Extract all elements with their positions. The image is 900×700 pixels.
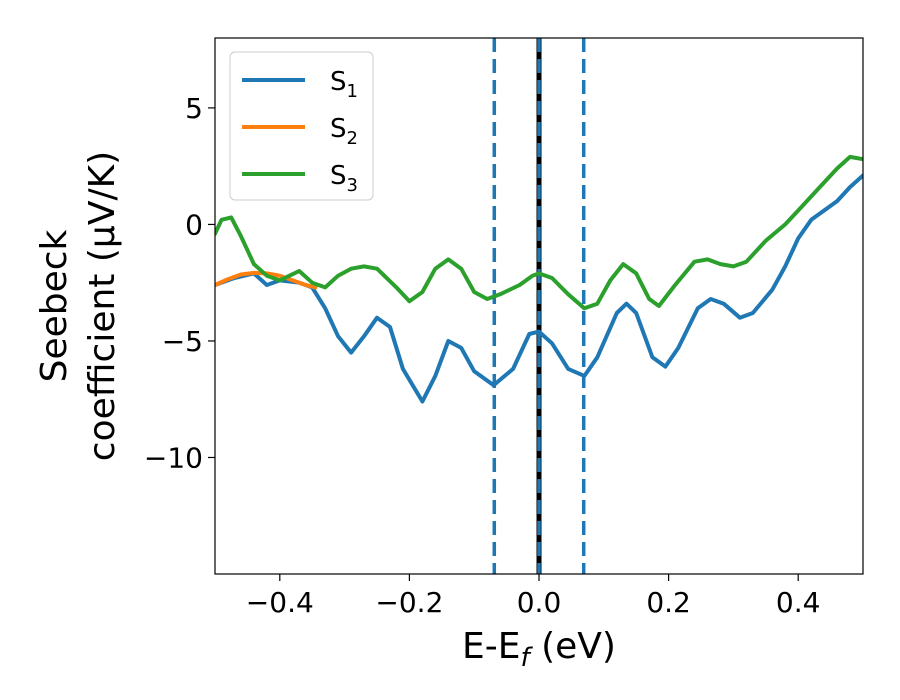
y-tick-label: 0 [185, 208, 203, 241]
x-tick-label: −0.4 [246, 586, 314, 619]
y-tick-label: −10 [144, 441, 203, 474]
legend: S1 S2 S3 [229, 51, 374, 201]
x-tick-label: 0.4 [776, 586, 821, 619]
x-tick-label: −0.2 [375, 586, 443, 619]
x-tick-label: 0.0 [517, 586, 562, 619]
legend-label-s2: S2 [330, 114, 358, 149]
x-tick-label: 0.2 [646, 586, 691, 619]
y-axis-title-line1: Seebeck [34, 229, 75, 382]
y-axis-ticks: −10 −5 0 5 [144, 92, 215, 474]
x-axis-ticks: −0.4 −0.2 0.0 0.2 0.4 [246, 574, 821, 619]
x-axis-title: E-Ef (eV) [462, 626, 616, 673]
legend-label-s1: S1 [330, 67, 358, 102]
legend-label-s3: S3 [330, 161, 358, 196]
series-line-s3 [215, 154, 863, 311]
y-tick-label: −5 [162, 325, 203, 358]
y-axis-title-line2: coefficient (μV/K) [82, 151, 123, 461]
series-line-s1 [215, 173, 863, 404]
plot-area [215, 38, 863, 574]
vertical-lines [492, 38, 586, 574]
series-lines [215, 154, 863, 404]
y-tick-label: 5 [185, 92, 203, 125]
